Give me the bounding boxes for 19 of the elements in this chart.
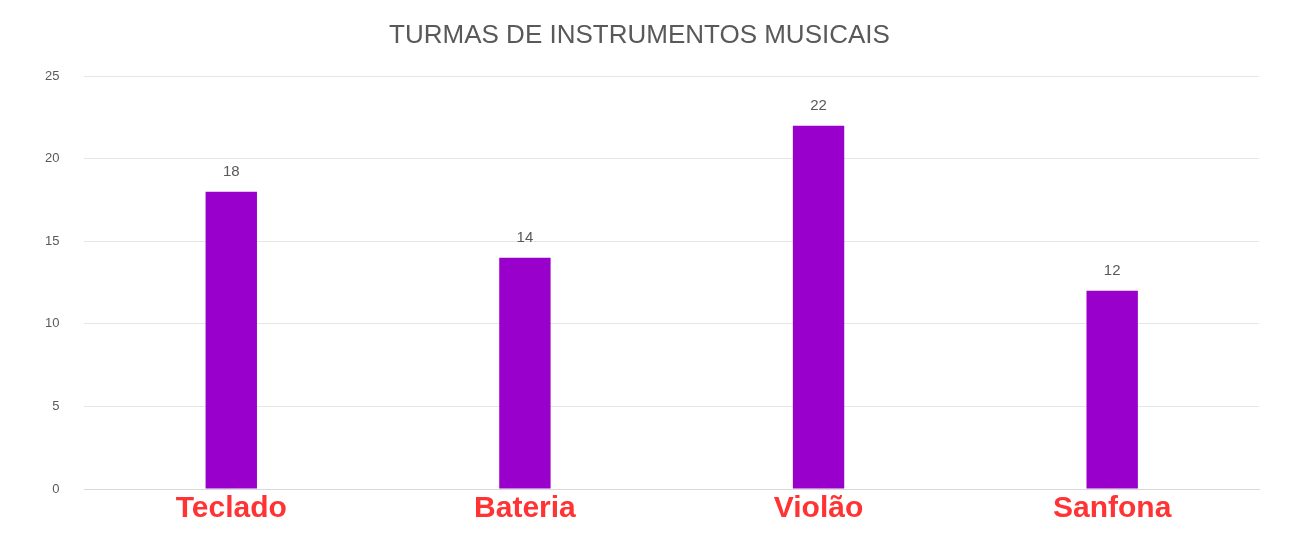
x-tick-label: Bateria <box>474 490 577 524</box>
bar <box>1086 290 1138 489</box>
y-tick-label: 15 <box>44 232 60 248</box>
bar <box>499 257 551 489</box>
data-label: 14 <box>516 228 534 246</box>
chart-title: TURMAS DE INSTRUMENTOS MUSICAIS <box>389 18 890 49</box>
data-label: 18 <box>222 162 240 180</box>
y-tick-label: 0 <box>52 480 60 496</box>
bar <box>205 191 257 489</box>
data-label: 22 <box>810 96 827 114</box>
y-tick-label: 25 <box>44 67 60 83</box>
x-tick-label: Teclado <box>175 490 287 524</box>
x-tick-label: Sanfona <box>1053 490 1172 524</box>
bar <box>792 125 845 489</box>
y-tick-label: 5 <box>52 398 60 414</box>
y-tick-label: 20 <box>44 150 60 166</box>
data-label: 12 <box>1103 261 1121 279</box>
y-tick-label: 10 <box>44 315 60 331</box>
x-tick-label: Violão <box>773 490 864 524</box>
